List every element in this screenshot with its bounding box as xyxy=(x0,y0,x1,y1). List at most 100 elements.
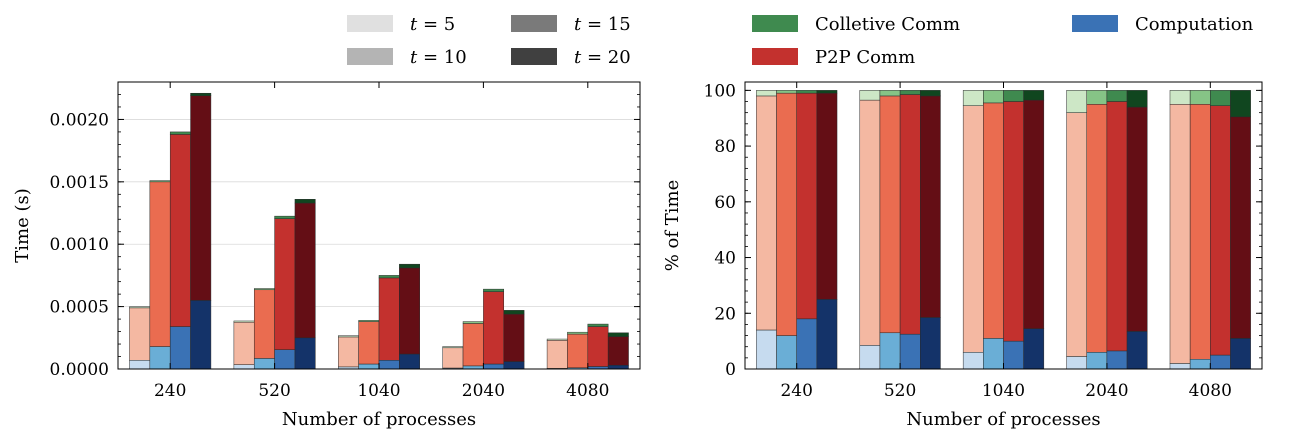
legend-var: t xyxy=(410,47,418,68)
bar-segment xyxy=(1106,90,1128,102)
x-axis-label: Number of processes xyxy=(906,409,1100,430)
bar-segment xyxy=(233,321,255,365)
bar-segment xyxy=(1023,328,1045,370)
bar-segment xyxy=(1086,352,1108,370)
bar-segment xyxy=(1189,104,1211,360)
chart-panel-1: 240 520 1040 2040 4080 0.0000 0.0005 0.0010 0.00… xyxy=(12,81,641,430)
x-tick-label: 2040 xyxy=(1085,381,1128,401)
legend-var: t xyxy=(574,47,582,68)
bar-segment xyxy=(587,326,609,367)
plot-frame xyxy=(744,81,1263,370)
bar-segment xyxy=(1189,90,1211,105)
bar-segment xyxy=(859,345,881,370)
bar-segment xyxy=(462,323,484,367)
bar-segment xyxy=(358,320,380,322)
y-axis-label: Time (s) xyxy=(12,188,33,263)
bar-segment xyxy=(983,90,1004,104)
bar-segment xyxy=(233,364,255,370)
bar-segment xyxy=(1106,350,1128,370)
y-tick-label: 80 xyxy=(714,137,736,157)
bar-segment xyxy=(796,92,818,320)
bar-segment xyxy=(1169,104,1191,364)
bar-segment xyxy=(483,291,505,365)
legend-label: t = 20 xyxy=(574,47,631,68)
bar-segment xyxy=(169,326,191,370)
legend-label: t = 10 xyxy=(410,47,467,68)
legend-value: 5 xyxy=(444,14,455,35)
x-tick-label: 520 xyxy=(884,381,916,401)
bar-segment xyxy=(796,90,818,94)
bar-segment xyxy=(274,349,296,370)
bar-segment xyxy=(253,358,275,370)
legend-t: t = 5t = 10t = 15t = 20 xyxy=(347,14,631,68)
bar-segment xyxy=(899,94,921,335)
y-tick-label: 40 xyxy=(714,249,736,269)
bar-segment xyxy=(920,90,941,97)
legend-label: P2P Comm xyxy=(815,47,915,68)
bar-segment xyxy=(1066,90,1087,113)
bar-segment xyxy=(1169,363,1191,370)
bar-segment xyxy=(756,90,777,97)
legend-label: Computation xyxy=(1135,14,1254,35)
bar-segment xyxy=(859,99,881,346)
legend-value: 15 xyxy=(608,14,631,35)
bar-segment xyxy=(358,363,380,370)
bar-segment xyxy=(546,338,568,341)
bar-segment xyxy=(983,338,1004,370)
bar-segment xyxy=(1126,106,1148,332)
x-axis-label: Number of processes xyxy=(282,409,476,430)
x-tick-label: 1040 xyxy=(982,381,1025,401)
bar-segment xyxy=(483,288,505,292)
bar-segment xyxy=(776,335,797,370)
legend-swatch xyxy=(1072,15,1118,32)
bar-segment xyxy=(859,90,881,101)
bar-segment xyxy=(879,332,901,370)
bar-segment xyxy=(1086,90,1108,105)
bar-segment xyxy=(983,102,1004,339)
bar-segment xyxy=(190,92,212,96)
bar-segment xyxy=(567,331,589,335)
bar-segment xyxy=(129,360,151,370)
bar-segment xyxy=(378,275,400,279)
legend-swatch xyxy=(347,48,393,65)
bar-segment xyxy=(503,361,525,370)
bar-segment xyxy=(962,352,984,370)
bar-segment xyxy=(776,92,797,336)
x-tick-label: 2040 xyxy=(462,381,505,401)
y-tick-label: 100 xyxy=(704,81,736,101)
bar-segment xyxy=(233,320,255,323)
bar-segment xyxy=(169,131,191,135)
bar-segment xyxy=(294,337,316,370)
legend-label: Colletive Comm xyxy=(815,14,960,35)
bar-segment xyxy=(294,199,316,204)
y-axis-label: % of Time xyxy=(662,180,683,272)
bar-segment xyxy=(442,347,464,369)
legend-swatch xyxy=(511,15,557,32)
bar-segment xyxy=(920,317,941,370)
bar-segment xyxy=(149,180,171,183)
bar-segment xyxy=(1126,90,1148,108)
bar-segment xyxy=(462,321,484,324)
bar-segment xyxy=(776,90,797,94)
bar-segment xyxy=(190,300,212,370)
bar-segment xyxy=(1169,90,1191,105)
plot-frame xyxy=(117,81,641,370)
y-tick-label: 20 xyxy=(714,304,736,324)
bar-segment xyxy=(378,277,400,361)
bar-segment xyxy=(338,336,359,368)
y-tick-label: 0 xyxy=(725,360,736,380)
bar-segment xyxy=(358,321,380,365)
y-tick-label: 0.0020 xyxy=(50,110,109,130)
legend-value: 20 xyxy=(608,47,631,68)
bar-segment xyxy=(253,289,275,359)
bar-segment xyxy=(503,310,525,315)
bar-segment xyxy=(149,346,171,370)
bar-segment xyxy=(294,202,316,339)
legend-eq: = xyxy=(417,47,444,68)
bar-segment xyxy=(587,323,609,327)
bar-segment xyxy=(899,90,921,95)
bar-segment xyxy=(274,215,296,219)
bar-segment xyxy=(1210,90,1231,106)
